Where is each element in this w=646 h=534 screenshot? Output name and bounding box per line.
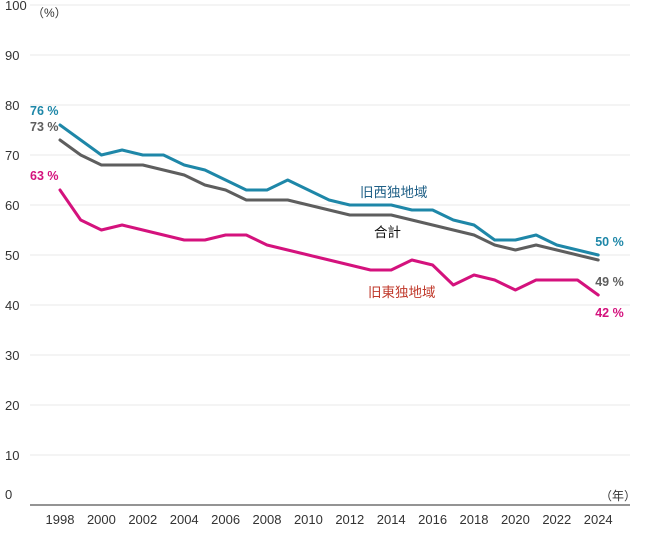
y-tick-label: 0	[5, 487, 12, 502]
y-tick-label: 80	[5, 98, 19, 113]
y-tick-label: 90	[5, 48, 19, 63]
x-tick-label: 2004	[170, 512, 199, 527]
y-tick-label: 20	[5, 398, 19, 413]
x-tick-label: 2024	[584, 512, 613, 527]
grid-layer	[30, 4, 630, 456]
y-tick-label: 50	[5, 248, 19, 263]
axis-layer: 0 10 20 30 40 50 60 70 80 90 100 1998 2000 2002 2004 20…	[5, 0, 630, 527]
series-layer	[58, 123, 600, 297]
y-unit-label: （%）	[32, 6, 67, 20]
series-line-1	[58, 138, 600, 262]
x-tick-label: 2012	[335, 512, 364, 527]
x-tick-label: 2006	[211, 512, 240, 527]
x-tick-label: 2000	[87, 512, 116, 527]
y-tick-label: 70	[5, 148, 19, 163]
series-name-label: 旧西独地域	[360, 185, 428, 201]
x-tick-label: 2016	[418, 512, 447, 527]
x-tick-label: 2022	[542, 512, 571, 527]
start-value-label: 73 %	[30, 120, 59, 134]
y-tick-label: 60	[5, 198, 19, 213]
y-tick-label: 30	[5, 348, 19, 363]
y-tick-label: 10	[5, 448, 19, 463]
start-value-label: 63 %	[30, 169, 59, 183]
x-unit-label: （年）	[600, 489, 636, 503]
series-name-label: 旧東独地域	[368, 285, 436, 301]
end-value-label: 50 %	[595, 235, 624, 249]
series-line-2	[58, 188, 600, 297]
x-tick-label: 2008	[253, 512, 282, 527]
x-tick-label: 1998	[46, 512, 75, 527]
x-tick-label: 2018	[460, 512, 489, 527]
series-name-label: 合計	[374, 225, 401, 241]
series-line-0	[58, 123, 600, 257]
y-tick-label: 40	[5, 298, 19, 313]
y-tick-label: 100	[5, 0, 27, 13]
end-value-label: 42 %	[595, 306, 624, 320]
x-tick-label: 2002	[128, 512, 157, 527]
end-value-label: 49 %	[595, 275, 624, 289]
x-tick-label: 2014	[377, 512, 406, 527]
start-value-label: 76 %	[30, 104, 59, 118]
x-tick-label: 2020	[501, 512, 530, 527]
x-tick-label: 2010	[294, 512, 323, 527]
